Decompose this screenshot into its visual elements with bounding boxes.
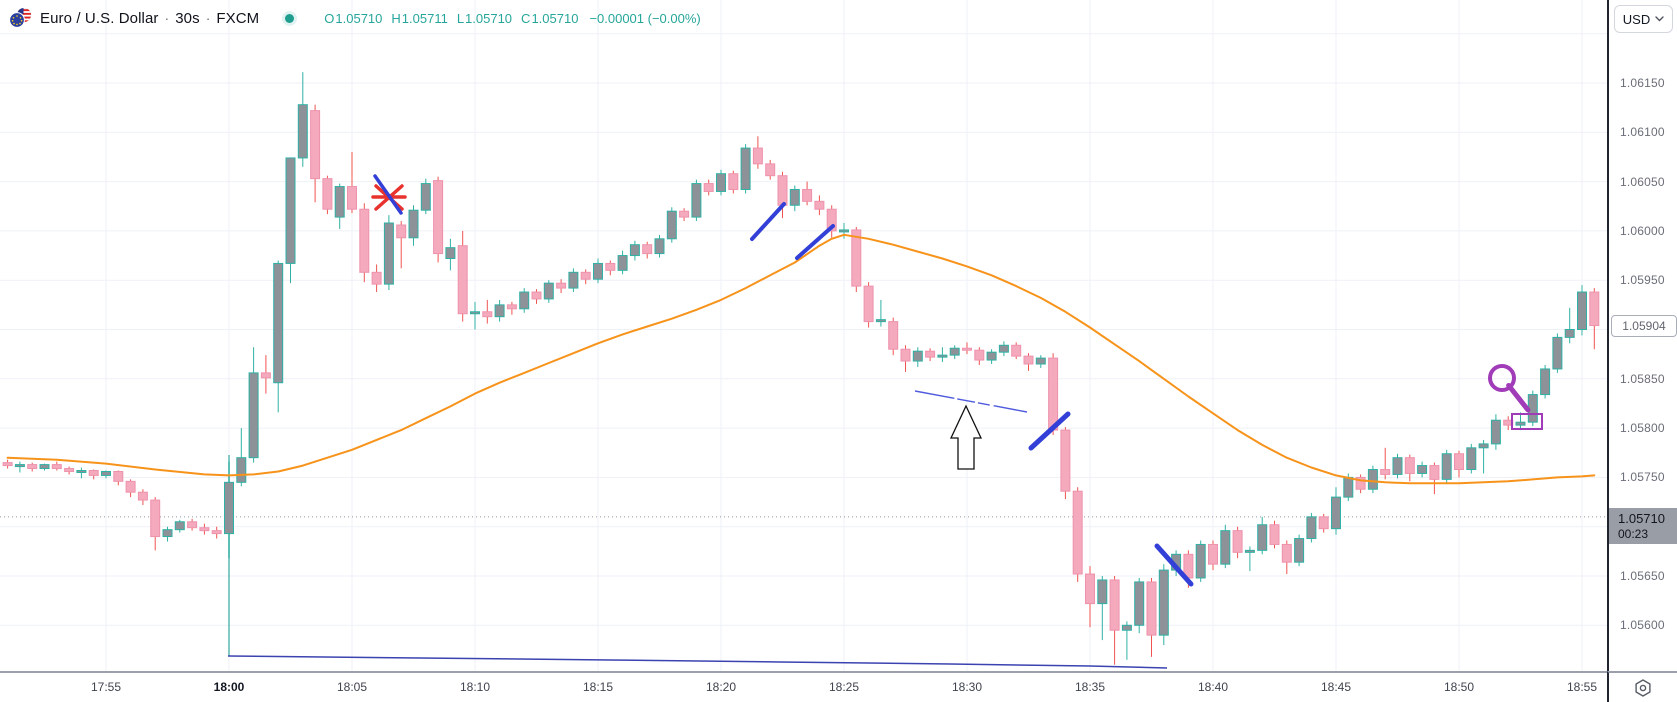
time-axis-label: 18:50: [1443, 680, 1475, 694]
price-axis-label: 1.06000: [1620, 223, 1665, 238]
open-label: O: [324, 10, 335, 26]
symbol-name[interactable]: Euro / U.S. Dollar: [40, 9, 159, 27]
price-axis-label: 1.05850: [1620, 371, 1665, 386]
time-axis-label: 17:55: [90, 680, 122, 694]
timeframe-label[interactable]: 30s: [175, 9, 200, 27]
time-axis[interactable]: 17:55 18:00 18:05 18:10 18:15 18:20 18:25 18:30…: [0, 671, 1607, 702]
price-axis-label: 1.06050: [1620, 174, 1665, 189]
trendline-annotation[interactable]: [750, 202, 786, 241]
time-axis-label: 18:55: [1566, 680, 1598, 694]
time-axis-label: 18:10: [459, 680, 491, 694]
trendline-annotation[interactable]: [1154, 543, 1194, 587]
high-value: 1.05711: [401, 10, 448, 26]
price-axis-label: 1.05750: [1620, 470, 1665, 485]
time-axis-label: 18:20: [705, 680, 737, 694]
change-value: −0.00001 (−0.00%): [589, 10, 701, 26]
price-axis-label: 1.05800: [1620, 421, 1665, 436]
symbol-legend[interactable]: Euro / U.S. Dollar · 30s · FXCM O 1.05710…: [8, 6, 701, 30]
time-axis-label: 18:05: [336, 680, 368, 694]
moving-average-line[interactable]: [6, 233, 1596, 485]
candlestick-chart-pane[interactable]: [0, 0, 1607, 671]
price-axis-label: 1.06150: [1620, 76, 1665, 90]
market-status-dot-icon[interactable]: [285, 13, 295, 23]
highlight-rectangle[interactable]: [1511, 413, 1543, 430]
price-axis-label: 1.05950: [1620, 273, 1665, 288]
asterisk-blue-line[interactable]: [373, 174, 403, 215]
indicator-baseline: [227, 655, 1168, 669]
channel-trendline[interactable]: [914, 390, 1028, 413]
axis-corner: [1607, 671, 1677, 702]
exchange-label[interactable]: FXCM: [216, 9, 260, 27]
eurusd-flag-icon: [9, 7, 32, 28]
current-price-countdown-label: 1.05710 00:23: [1609, 507, 1677, 544]
candles-layer: [2, 72, 1600, 665]
magnifier-handle[interactable]: [1506, 382, 1531, 413]
chevron-down-icon: [1655, 16, 1664, 22]
price-axis-label: 1.05650: [1620, 569, 1665, 583]
price-axis-label: 1.06100: [1620, 125, 1665, 140]
drawing-annotations[interactable]: [371, 174, 1543, 587]
grid-lines: [0, 0, 1607, 671]
ohlc-values: O 1.05710 H 1.05711 L 1.05710 C 1.05710 −0.0…: [324, 11, 700, 26]
time-axis-label: 18:45: [1320, 680, 1352, 694]
trendline-annotation[interactable]: [795, 224, 835, 260]
axis-settings-gear-icon[interactable]: [1633, 678, 1653, 698]
last-price-label: 1.05904: [1611, 314, 1677, 337]
time-axis-label: 18:40: [1197, 680, 1229, 694]
time-axis-label: 18:30: [951, 680, 983, 694]
low-label: L: [456, 10, 465, 26]
close-value: 1.05710: [531, 10, 579, 26]
current-price: 1.05710: [1618, 510, 1665, 526]
high-label: H: [391, 10, 401, 26]
price-axis[interactable]: USD 1.05904 1.05710 00:23 1.06150 1.06100…: [1607, 0, 1677, 671]
time-axis-label: 18:25: [828, 680, 860, 694]
time-axis-label: 18:15: [582, 680, 614, 694]
close-label: C: [521, 10, 531, 26]
low-value: 1.05710: [465, 10, 513, 26]
legend-separator: ·: [164, 10, 170, 26]
magnifier-icon[interactable]: [1488, 364, 1516, 392]
time-axis-label: 18:35: [1074, 680, 1106, 694]
trendline-annotation[interactable]: [1028, 411, 1071, 451]
price-axis-label: 1.05600: [1620, 618, 1665, 633]
up-arrow-annotation[interactable]: [949, 404, 983, 470]
bar-countdown: 00:23: [1618, 526, 1649, 541]
currency-dropdown[interactable]: USD: [1614, 5, 1673, 33]
currency-label: USD: [1622, 11, 1651, 27]
legend-separator: ·: [205, 10, 211, 26]
time-axis-label: 18:00: [213, 680, 245, 694]
open-value: 1.05710: [335, 10, 383, 26]
